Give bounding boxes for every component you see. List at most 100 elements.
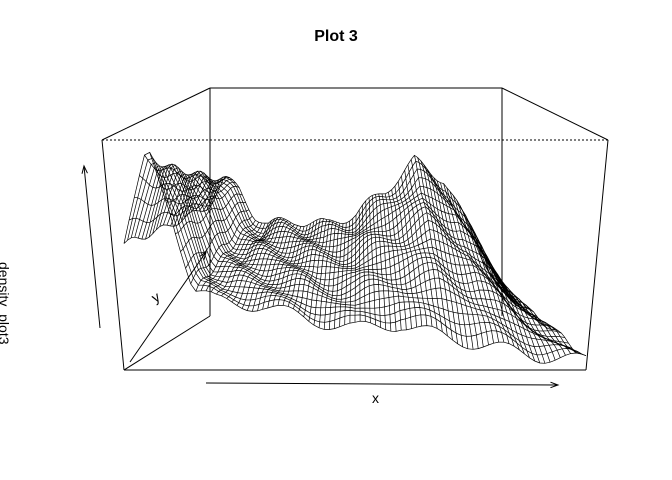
x-axis-label: x	[372, 390, 379, 406]
mesh-line-y	[262, 225, 298, 310]
y-axis-arrow-head	[199, 250, 207, 260]
mesh-line-y	[185, 209, 250, 269]
mesh-line-y	[440, 182, 489, 346]
mesh-line-y	[170, 186, 240, 216]
mesh-line-y	[246, 220, 289, 311]
mesh-line-y	[472, 236, 541, 364]
mesh-line-y	[394, 186, 417, 328]
mesh-line-y	[354, 215, 357, 323]
mesh-line-y	[257, 224, 295, 311]
mesh-line-y	[190, 215, 253, 285]
mesh-line-y	[391, 189, 412, 329]
mesh-line-y	[287, 221, 315, 307]
box-edge-floor-left	[123, 315, 211, 371]
mesh-line-y	[404, 170, 433, 327]
mesh-line-y	[375, 194, 387, 330]
mesh-line-y	[339, 222, 347, 327]
z-axis-label: density_plot3	[0, 262, 12, 345]
y-axis-arrow	[129, 251, 207, 363]
mesh-line-y	[462, 211, 525, 355]
mesh-line-y	[251, 222, 292, 312]
mesh-line-y	[388, 192, 407, 330]
mesh-line-y	[318, 220, 334, 328]
mesh-line-y	[313, 219, 331, 326]
mesh-line-y	[449, 191, 505, 343]
mesh-line-y	[241, 218, 285, 309]
x-axis-arrow	[205, 382, 559, 386]
surface-mesh	[123, 151, 587, 364]
mesh-line-y	[231, 217, 279, 303]
mesh-line-y	[433, 177, 479, 349]
mesh-line-y	[298, 218, 321, 313]
mesh-line-y	[475, 244, 546, 364]
box-edge-front-right	[585, 139, 609, 371]
mesh-line-y	[498, 284, 582, 354]
mesh-line-y	[427, 169, 469, 349]
mesh-line-y	[365, 200, 371, 323]
mesh-line-y	[381, 193, 397, 332]
mesh-line-y	[139, 175, 220, 193]
mesh-line-y	[149, 152, 227, 182]
mesh-line-y	[303, 218, 324, 317]
mesh-line-y	[414, 155, 448, 336]
mesh-line-y	[123, 207, 211, 244]
mesh-line-y	[267, 226, 302, 309]
mesh-line-y	[277, 225, 308, 306]
z-axis-arrow-head	[81, 164, 88, 174]
mesh-line-y	[293, 219, 318, 309]
mesh-line-y	[430, 173, 474, 350]
mesh-line-y	[410, 159, 443, 332]
mesh-line-y	[420, 160, 459, 344]
mesh-line-y	[221, 220, 272, 297]
mesh-line-y	[134, 194, 217, 206]
mesh-line-y	[236, 217, 282, 306]
mesh-line-y	[210, 222, 266, 292]
mesh-line-y	[488, 272, 566, 356]
mesh-line-y	[501, 288, 587, 357]
mesh-line-y	[334, 223, 344, 329]
z-axis-arrow	[83, 165, 101, 329]
mesh-line-y	[272, 226, 305, 307]
mesh-line-y	[368, 197, 376, 326]
mesh-line-y	[452, 195, 510, 344]
mesh-line-y	[397, 181, 423, 327]
mesh-line-y	[216, 222, 269, 295]
mesh-line-y	[200, 222, 260, 291]
chart-title: Plot 3	[314, 28, 358, 45]
mesh-line-y	[358, 209, 361, 322]
mesh-line-y	[349, 218, 354, 324]
mesh-line-y	[226, 218, 276, 299]
mesh-line-y	[323, 222, 337, 330]
mesh-line-y	[423, 164, 464, 347]
mesh-line-y	[164, 181, 237, 203]
mesh-line-y	[308, 219, 328, 322]
mesh-line-y	[175, 193, 243, 234]
box-edge-top-left	[101, 87, 211, 141]
box-edge-top-right	[501, 87, 609, 141]
box-edge-front-left	[101, 139, 125, 371]
mesh-line-y	[180, 201, 246, 252]
mesh-line-y	[195, 220, 256, 292]
mesh-line-y	[371, 195, 382, 328]
mesh-line-y	[436, 180, 484, 348]
mesh-line-y	[154, 167, 230, 184]
mesh-line-y	[282, 223, 311, 306]
mesh-line-y	[384, 193, 402, 331]
mesh-line-y	[128, 201, 214, 223]
mesh-line-y	[417, 157, 453, 341]
x-axis-arrow-head	[550, 381, 560, 389]
mesh-line-y	[378, 193, 392, 332]
mesh-line-y	[407, 164, 438, 329]
mesh-line-y	[401, 175, 428, 326]
mesh-line-y	[344, 221, 350, 325]
mesh-line-y	[495, 280, 576, 354]
mesh-line-y	[443, 183, 494, 344]
mesh-line-y	[446, 187, 500, 343]
mesh-line-y	[205, 222, 263, 291]
mesh-line-x	[130, 162, 580, 354]
mesh-line-y	[482, 260, 556, 361]
mesh-line-y	[456, 199, 515, 347]
mesh-line-y	[362, 204, 366, 322]
mesh-line-y	[328, 223, 341, 330]
